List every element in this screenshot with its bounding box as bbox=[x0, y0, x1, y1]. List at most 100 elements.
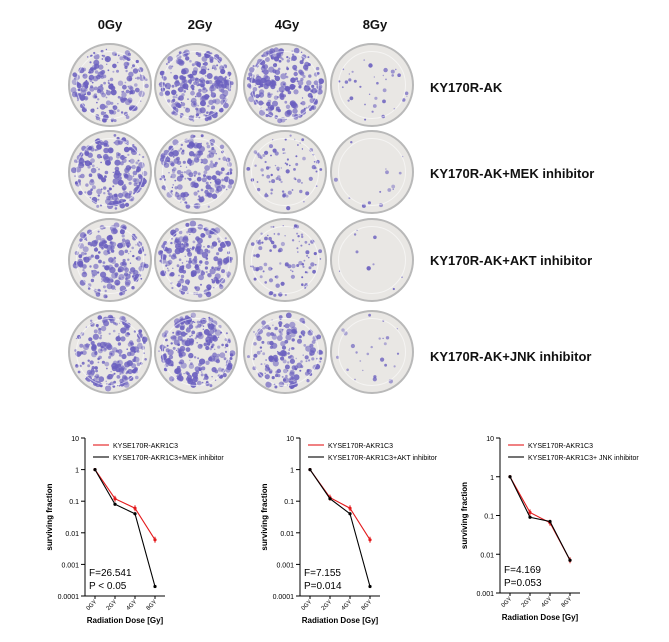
colony-spot bbox=[199, 96, 205, 102]
colony-spot bbox=[83, 80, 89, 87]
colony-spot bbox=[109, 149, 113, 153]
colony-spot bbox=[94, 375, 96, 378]
colony-spot bbox=[83, 256, 90, 263]
column-label-2gy: 2Gy bbox=[187, 17, 213, 32]
legend-entry: KYSE170R-AKR1C3+ JNK inhibitor bbox=[528, 455, 639, 462]
colony-spot bbox=[91, 185, 96, 190]
colony-spot bbox=[204, 260, 209, 265]
colony-spot bbox=[114, 288, 116, 290]
colony-spot bbox=[208, 99, 214, 105]
colony-spot bbox=[299, 71, 305, 76]
colony-spot bbox=[259, 156, 263, 160]
colony-spot bbox=[274, 385, 278, 389]
colony-spot bbox=[301, 54, 307, 60]
colony-spot bbox=[122, 90, 125, 93]
colony-spot bbox=[102, 74, 107, 79]
colony-spot bbox=[282, 359, 287, 364]
colony-spot bbox=[197, 198, 199, 201]
colony-spot bbox=[284, 364, 290, 370]
colony-spot bbox=[159, 259, 162, 263]
colony-spot bbox=[158, 350, 160, 352]
colony-spot bbox=[198, 362, 202, 367]
colony-spot bbox=[303, 259, 306, 262]
colony-spot bbox=[82, 264, 87, 269]
colony-spot bbox=[297, 144, 299, 146]
colony-spot bbox=[193, 153, 197, 158]
colony-spot bbox=[211, 241, 218, 247]
colony-spot bbox=[395, 68, 397, 71]
colony-spot bbox=[252, 366, 257, 371]
colony-spot bbox=[107, 314, 114, 321]
colony-spot bbox=[202, 234, 206, 237]
colony-spot bbox=[190, 270, 197, 277]
x-axis-label: Radiation Dose [Gy] bbox=[302, 616, 379, 625]
x-tick-label: 4GY bbox=[341, 599, 354, 612]
colony-spot bbox=[265, 365, 268, 368]
colony-spot bbox=[72, 72, 77, 77]
colony-spot bbox=[277, 249, 281, 253]
colony-spot bbox=[190, 227, 194, 232]
colony-spot bbox=[212, 99, 217, 104]
colony-spot bbox=[268, 358, 273, 362]
colony-spot bbox=[401, 155, 404, 158]
colony-spot bbox=[373, 375, 377, 379]
colony-spot bbox=[131, 67, 133, 69]
colony-spot bbox=[274, 63, 277, 66]
colony-spot bbox=[211, 147, 215, 150]
colony-spot bbox=[290, 274, 295, 279]
colony-spot bbox=[252, 357, 256, 361]
colony-spot bbox=[79, 232, 87, 239]
colony-spot bbox=[177, 241, 182, 245]
colony-spot bbox=[88, 371, 95, 377]
colony-spot bbox=[185, 107, 191, 113]
colony-spot bbox=[205, 380, 209, 384]
colony-spot bbox=[112, 347, 118, 353]
colony-spot bbox=[347, 99, 350, 102]
colony-spot bbox=[174, 248, 181, 255]
colony-spot bbox=[189, 335, 191, 338]
colony-spot bbox=[170, 229, 177, 236]
colony-spot bbox=[95, 247, 97, 249]
colony-spot bbox=[309, 148, 314, 152]
colony-spot bbox=[99, 103, 106, 110]
colony-spot bbox=[106, 195, 111, 201]
colony-spot bbox=[250, 91, 255, 97]
colony-spot bbox=[196, 331, 202, 338]
colony-spot bbox=[117, 342, 122, 346]
colony-spot bbox=[114, 139, 121, 146]
colony-spot bbox=[291, 329, 296, 334]
colony-spot bbox=[255, 79, 262, 86]
colony-spot bbox=[288, 380, 291, 383]
colony-spot bbox=[138, 335, 142, 339]
colony-spot bbox=[80, 103, 85, 109]
colony-spot bbox=[100, 76, 103, 78]
colony-spot bbox=[161, 348, 165, 352]
colony-spot bbox=[138, 153, 141, 156]
colony-spot bbox=[187, 251, 193, 257]
colony-spot bbox=[180, 338, 183, 342]
colony-spot bbox=[108, 234, 113, 239]
colony-spot bbox=[253, 277, 257, 281]
colony-spot bbox=[128, 271, 132, 274]
colony-spot bbox=[275, 177, 279, 181]
colony-spot bbox=[288, 376, 295, 383]
colony-spot bbox=[251, 90, 255, 95]
colony-spot bbox=[385, 78, 387, 81]
colony-spot bbox=[280, 241, 285, 247]
colony-spot bbox=[268, 369, 270, 371]
colony-spot bbox=[295, 69, 298, 72]
colony-spot bbox=[91, 380, 93, 382]
colony-spot bbox=[97, 288, 101, 292]
colony-spot bbox=[118, 274, 125, 281]
colony-spot bbox=[193, 157, 200, 163]
colony-spot bbox=[299, 189, 303, 194]
colony-spot bbox=[279, 60, 282, 63]
colony-spot bbox=[256, 62, 259, 65]
colony-spot bbox=[77, 179, 81, 183]
colony-spot bbox=[197, 172, 201, 176]
colony-spot bbox=[184, 279, 191, 285]
colony-spot bbox=[219, 171, 223, 175]
colony-spot bbox=[91, 379, 95, 383]
colony-spot bbox=[105, 58, 109, 61]
colony-spot bbox=[175, 243, 181, 250]
